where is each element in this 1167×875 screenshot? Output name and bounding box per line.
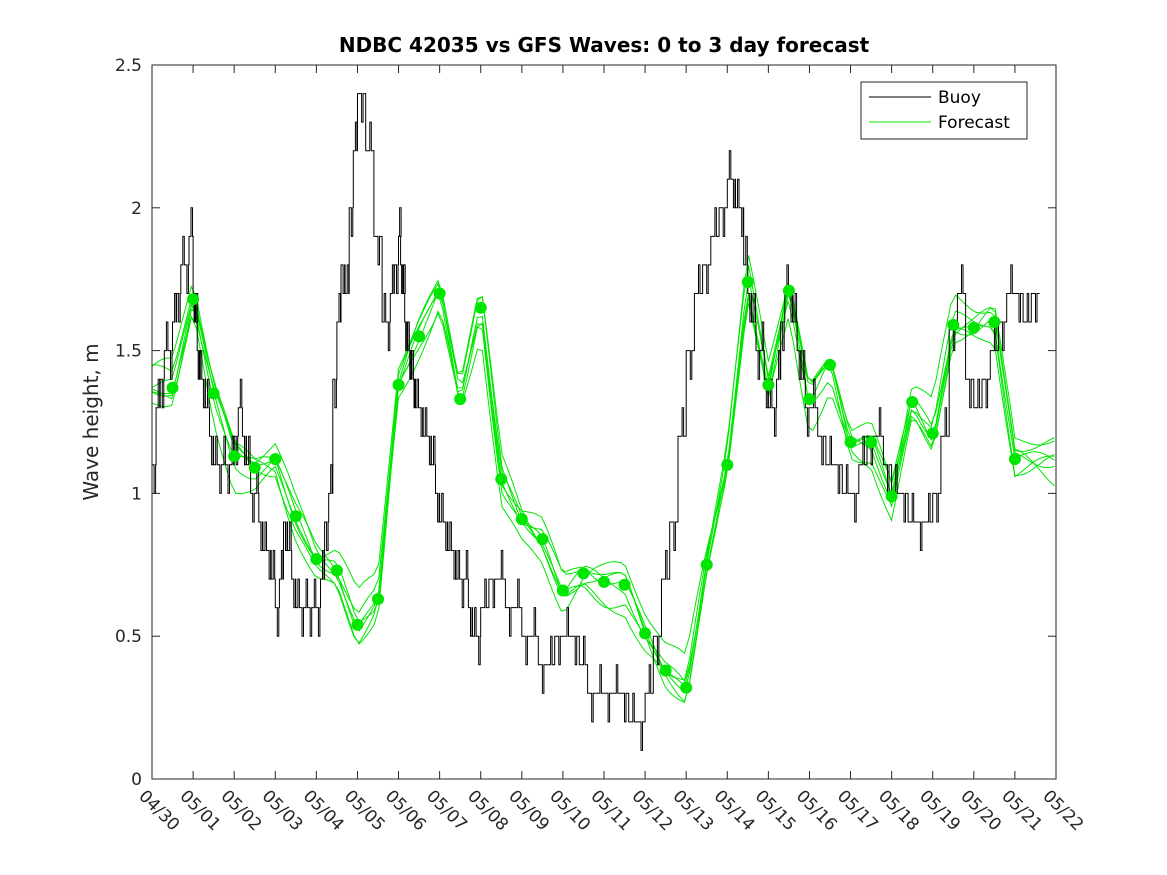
forecast-marker [289,510,302,523]
forecast-marker [680,681,693,694]
legend-forecast-label: Forecast [938,113,1010,133]
y-axis-label: Wave height, m [79,343,103,500]
forecast-marker [228,450,241,463]
forecast-marker [906,396,919,409]
forecast-marker [844,435,857,448]
forecast-marker [1008,453,1021,466]
forecast-marker [803,393,816,406]
forecast-marker [967,321,980,334]
forecast-marker [988,316,1001,329]
forecast-marker [495,473,508,486]
forecast-line [151,283,1055,704]
forecast-marker [721,458,734,471]
forecast-marker [248,461,261,474]
forecast-marker [351,618,364,631]
forecast-marker [536,533,549,546]
forecast-marker [865,435,878,448]
forecast-marker [741,276,754,289]
forecast-marker [207,387,220,400]
forecast-marker [782,284,795,297]
forecast-marker [947,318,960,331]
legend: Buoy Forecast [860,81,1028,140]
forecast-marker [187,293,200,306]
y-tick-label: 1.5 [115,342,142,362]
buoy-line [152,93,1040,751]
forecast-marker [474,301,487,314]
legend-box [860,81,1028,140]
forecast-marker [269,453,282,466]
forecast-marker [659,664,672,677]
forecast-line [151,255,1055,687]
forecast-marker [372,593,384,606]
forecast-marker [926,427,939,440]
y-tick-label: 2 [131,199,142,219]
legend-buoy-label: Buoy [938,88,981,108]
forecast-marker [762,378,775,391]
forecast-marker [433,287,446,300]
forecast-marker-group [166,276,1021,694]
buoy-series-group [152,93,1040,751]
y-tick-label: 0.5 [115,627,142,647]
forecast-marker [824,358,836,371]
forecast-marker [577,567,590,580]
y-axis-ticks: 0 0.5 1 1.5 2 2.5 [115,56,1056,790]
forecast-marker [515,513,528,526]
forecast-marker [166,381,179,394]
forecast-marker [700,558,713,571]
forecast-line [151,265,1055,693]
forecast-marker [618,578,631,591]
y-tick-label: 2.5 [115,56,142,76]
forecast-marker [639,627,652,640]
forecast-marker [598,575,610,588]
forecast-marker [330,564,343,577]
forecast-marker [556,584,569,597]
forecast-marker [885,490,898,503]
y-tick-label: 0 [131,770,142,790]
y-tick-label: 1 [131,484,142,504]
forecast-marker [413,330,426,343]
forecast-marker [454,393,467,406]
forecast-marker [392,378,405,391]
forecast-marker [310,553,323,566]
chart-title: NDBC 42035 vs GFS Waves: 0 to 3 day fore… [339,33,870,57]
